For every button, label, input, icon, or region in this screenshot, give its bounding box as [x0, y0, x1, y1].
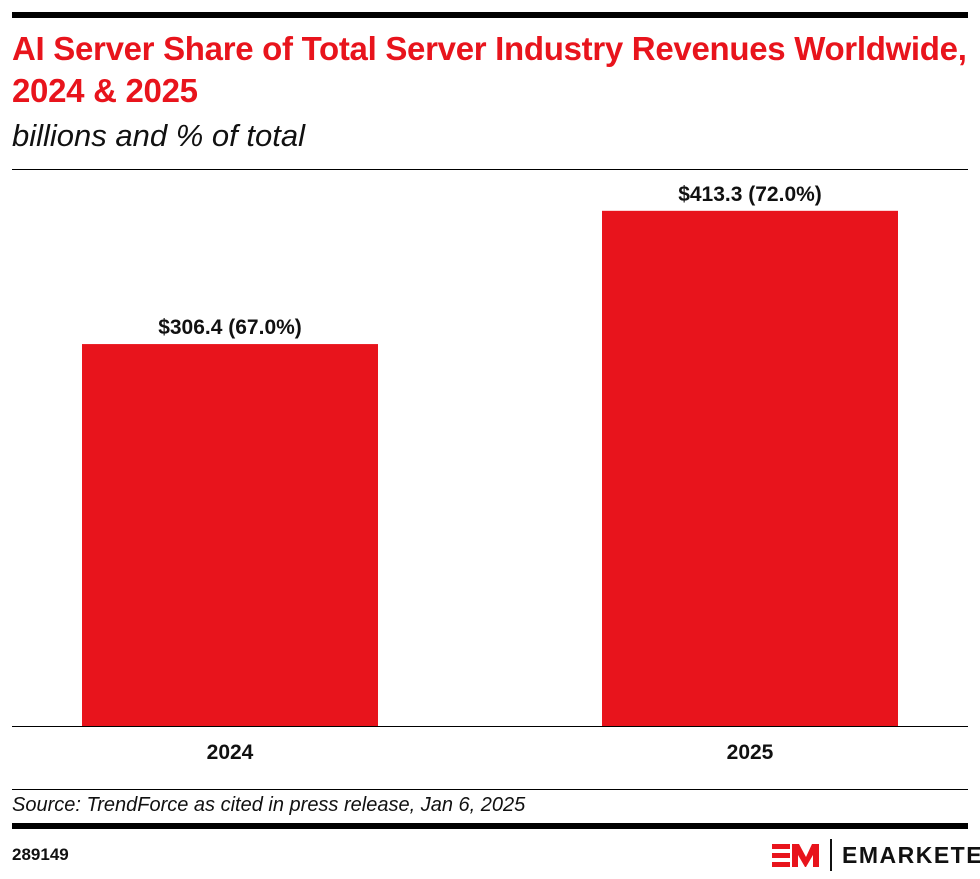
chart-subtitle: billions and % of total: [12, 118, 305, 153]
bar-2024: [82, 344, 378, 726]
data-label: $413.3 (72.0%): [678, 183, 822, 206]
x-tick-label: 2025: [727, 741, 774, 764]
emarketer-logo: EMARKETER: [772, 838, 980, 872]
chart-title: AI Server Share of Total Server Industry…: [12, 30, 967, 109]
bottom-bar: [12, 823, 968, 829]
header-rule: [12, 169, 968, 170]
em-logo-icon: [772, 844, 819, 867]
logo-divider: [830, 839, 832, 871]
bar-2025: [602, 210, 898, 726]
x-tick-label: 2024: [207, 741, 254, 764]
chart-id: 289149: [12, 845, 69, 864]
top-bar: [12, 12, 968, 18]
data-label: $306.4 (67.0%): [158, 316, 302, 339]
source-note: Source: TrendForce as cited in press rel…: [12, 794, 526, 816]
source-rule: [12, 789, 968, 790]
brand-name: EMARKETER: [842, 841, 980, 868]
